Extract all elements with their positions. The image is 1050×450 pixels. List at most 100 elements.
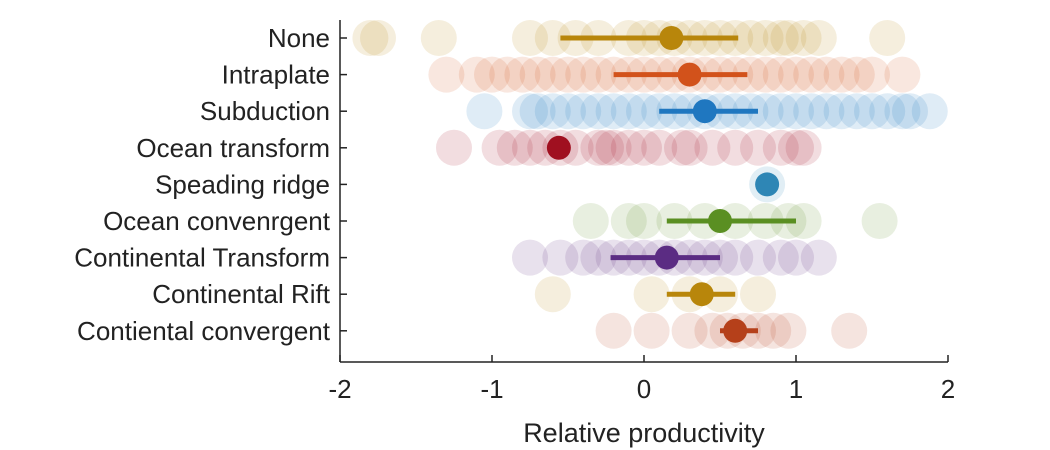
data-point (595, 312, 632, 349)
median-marker (755, 172, 780, 197)
data-point (496, 129, 533, 166)
data-point (519, 93, 556, 130)
data-point (778, 129, 814, 166)
data-point (458, 56, 495, 93)
data-point (747, 56, 784, 93)
data-point (808, 93, 845, 130)
median-marker (546, 135, 571, 160)
data-point (694, 312, 731, 349)
x-tick-label: -1 (480, 374, 503, 404)
data-point (360, 20, 396, 56)
category-label: Continental Rift (152, 279, 331, 309)
data-point (671, 312, 708, 349)
data-point (580, 93, 617, 130)
data-point (762, 56, 799, 93)
data-point (770, 20, 807, 56)
data-point (869, 20, 906, 56)
data-point (793, 56, 830, 93)
category-label: None (268, 23, 330, 53)
data-point (732, 20, 769, 56)
data-point (512, 129, 548, 166)
x-tick-label: 0 (637, 374, 651, 404)
data-point (762, 129, 799, 166)
data-point (740, 276, 776, 313)
data-point (512, 20, 548, 56)
data-point (717, 129, 754, 166)
data-point (785, 203, 822, 239)
data-point (793, 93, 830, 130)
data-point (580, 56, 617, 93)
category-label: Continental Transform (74, 243, 330, 273)
data-point (481, 129, 518, 166)
data-point (588, 129, 624, 166)
data-point (717, 239, 754, 276)
data-point (785, 20, 822, 56)
x-axis-label: Relative productivity (523, 418, 765, 448)
data-point (911, 93, 948, 130)
data-point (869, 93, 906, 130)
data-point (823, 93, 860, 130)
data-point (610, 93, 647, 130)
data-point (534, 93, 571, 130)
x-tick-label: -2 (328, 374, 351, 404)
data-point (747, 20, 784, 56)
data-point (420, 20, 457, 56)
median-marker (654, 245, 679, 270)
summary-layer (546, 26, 796, 343)
data-point (732, 56, 769, 93)
data-point (565, 239, 602, 276)
axes-layer: None Intraplate Subduction Ocean transform S… (74, 20, 955, 404)
median-marker (689, 282, 714, 307)
data-point (474, 56, 510, 93)
data-point (892, 93, 928, 130)
data-point (800, 239, 837, 276)
data-point (770, 312, 807, 349)
data-point (740, 239, 776, 276)
category-label: Intraplate (222, 60, 330, 90)
category-label: Ocean convenrgent (103, 206, 331, 236)
data-point (610, 129, 647, 166)
data-point (671, 129, 708, 166)
data-point (534, 20, 571, 56)
data-point (778, 93, 814, 130)
data-point (884, 93, 921, 130)
category-label: Speading ridge (155, 169, 330, 199)
data-point (831, 312, 868, 349)
data-point (633, 312, 670, 349)
data-point (740, 129, 776, 166)
data-point (512, 239, 548, 276)
data-point (626, 203, 662, 239)
data-point (534, 276, 571, 313)
data-point (778, 239, 814, 276)
data-point (466, 93, 503, 130)
data-point (762, 93, 799, 130)
median-marker (708, 209, 732, 233)
data-point (664, 129, 700, 166)
data-point (610, 203, 647, 239)
data-point (626, 93, 662, 130)
data-point (762, 20, 799, 56)
data-point (572, 203, 609, 239)
data-point (747, 93, 784, 130)
data-point (762, 239, 799, 276)
data-point (626, 129, 662, 166)
data-point (595, 93, 632, 130)
data-point (512, 93, 548, 130)
data-point (542, 239, 579, 276)
data-point (641, 129, 678, 166)
data-point (580, 239, 617, 276)
category-label: Subduction (200, 96, 330, 126)
data-point (519, 56, 556, 93)
data-point (778, 56, 814, 93)
data-point (352, 20, 389, 56)
data-point (550, 56, 586, 93)
data-point (504, 56, 541, 93)
data-point (808, 56, 845, 93)
data-point (861, 203, 898, 239)
data-point (428, 56, 465, 93)
data-point (785, 129, 822, 166)
data-point (565, 56, 602, 93)
data-point (854, 93, 890, 130)
data-point (489, 56, 526, 93)
